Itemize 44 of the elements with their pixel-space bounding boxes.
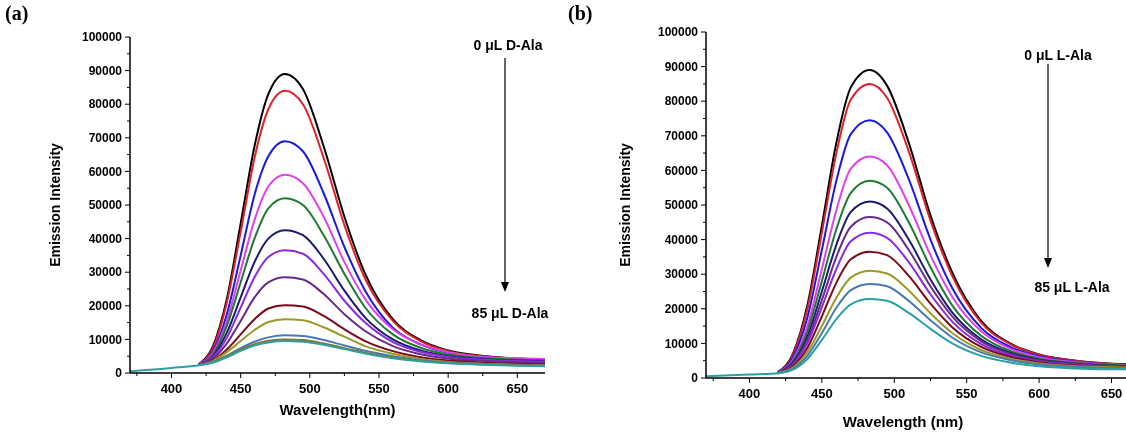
- y-tick-label: 0: [691, 371, 699, 386]
- x-tick-label: 400: [738, 386, 761, 401]
- annotation: 85 μL L-Ala: [1034, 279, 1110, 295]
- y-tick-label: 30000: [88, 265, 123, 280]
- y-tick-label: 10000: [88, 332, 123, 347]
- y-tick-label: 0: [115, 366, 123, 381]
- annotation: 0 μL D-Ala: [473, 37, 543, 53]
- y-tick-label: 100000: [657, 25, 699, 40]
- y-tick-label: 70000: [88, 131, 123, 145]
- y-tick-label: 50000: [664, 198, 699, 213]
- x-tick-label: 550: [368, 381, 390, 396]
- chart-title: (b): [568, 2, 593, 25]
- x-tick-label: 650: [506, 381, 529, 396]
- x-tick-label: 450: [811, 386, 833, 401]
- y-tick-label: 90000: [664, 59, 699, 74]
- y-tick-label: 60000: [664, 163, 699, 178]
- x-tick-label: 500: [298, 381, 321, 396]
- x-tick-label: 650: [1100, 386, 1123, 401]
- y-tick-label: 30000: [664, 267, 699, 282]
- annotation: 85 μL D-Ala: [471, 305, 549, 321]
- y-tick-label: 50000: [88, 198, 123, 213]
- y-tick-label: 10000: [664, 336, 699, 351]
- y-tick-label: 70000: [664, 129, 699, 143]
- y-tick-label: 20000: [88, 299, 123, 313]
- y-tick-label: 90000: [88, 63, 123, 78]
- annotation: 0 μL L-Ala: [1024, 47, 1092, 63]
- y-tick-label: 60000: [88, 164, 123, 179]
- y-axis-title: Emission Intensity: [47, 142, 63, 267]
- y-axis-title: Emission Intensity: [617, 142, 633, 267]
- x-tick-label: 500: [883, 386, 906, 401]
- x-axis-title: Wavelength (nm): [842, 413, 964, 430]
- x-axis-title: Wavelength(nm): [279, 401, 396, 418]
- y-tick-label: 40000: [88, 231, 123, 246]
- y-tick-label: 40000: [664, 232, 699, 247]
- y-tick-label: 100000: [81, 30, 123, 45]
- chart-title: (a): [5, 2, 29, 25]
- x-tick-label: 550: [955, 386, 978, 401]
- x-tick-label: 600: [1028, 386, 1050, 401]
- x-tick-label: 400: [160, 381, 183, 396]
- x-tick-label: 450: [229, 381, 252, 396]
- y-tick-label: 80000: [664, 94, 699, 109]
- x-tick-label: 600: [437, 381, 460, 396]
- y-tick-label: 20000: [664, 302, 699, 316]
- y-tick-label: 80000: [88, 97, 123, 112]
